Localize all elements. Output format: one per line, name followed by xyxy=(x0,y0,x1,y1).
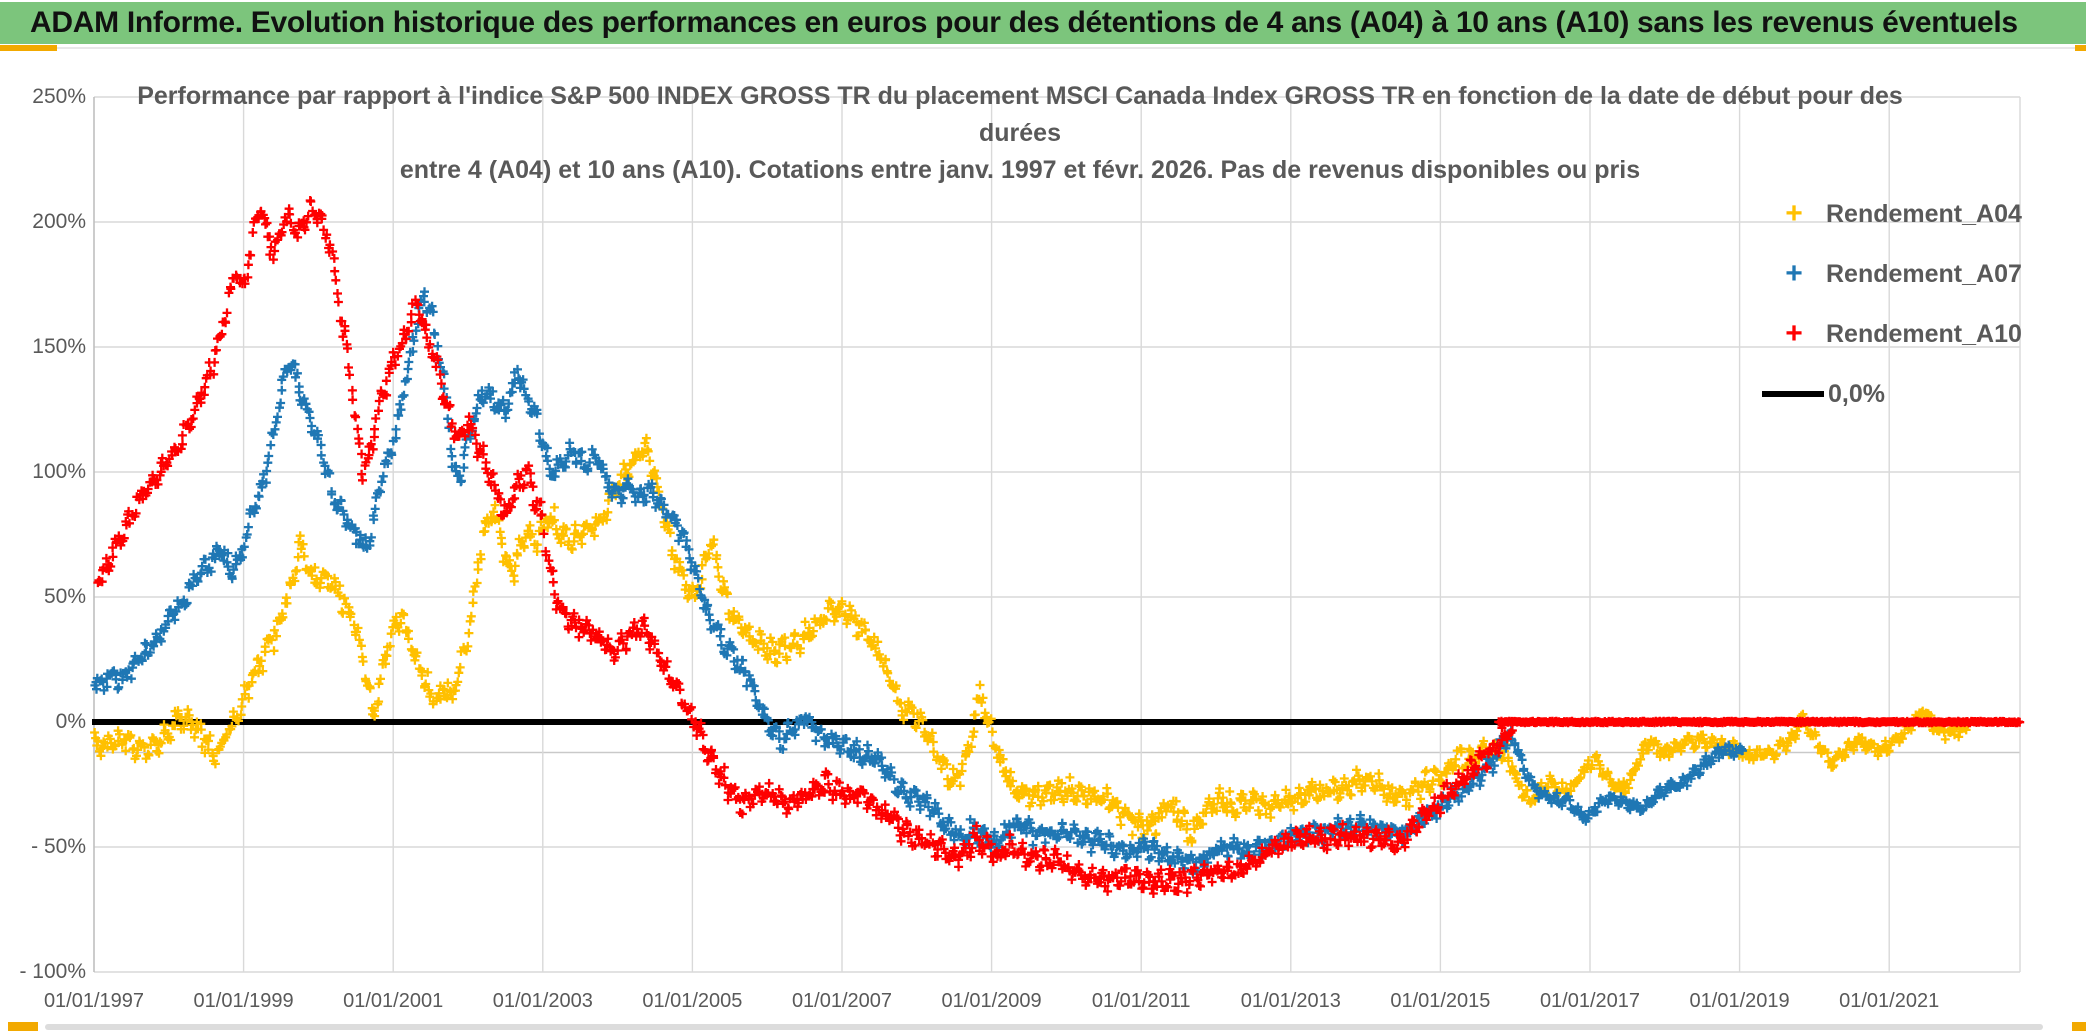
chart-title-line-3: entre 4 (A04) et 10 ans (A10). Cotations… xyxy=(399,156,1641,184)
chart-legend: + Rendement_A04 + Rendement_A07 + Rendem… xyxy=(1762,184,2062,424)
x-axis-tick-label: 01/01/2015 xyxy=(1390,990,1491,1012)
zero-line-icon xyxy=(1762,391,1824,397)
y-axis-tick-label: 150% xyxy=(32,335,86,358)
plus-marker-icon: + xyxy=(1785,197,1803,230)
report-title: ADAM Informe. Evolution historique des p… xyxy=(30,6,2018,39)
chart-title: Performance par rapport à l'indice S&P 5… xyxy=(120,78,1920,189)
frame-accent-top-right xyxy=(2075,45,2086,51)
legend-label: Rendement_A04 xyxy=(1826,199,2022,228)
y-axis-tick-label: - 50% xyxy=(31,835,86,858)
horizontal-scrollbar[interactable] xyxy=(45,1024,2043,1030)
y-axis-tick-label: 0% xyxy=(55,710,86,733)
x-axis-tick-label: 01/01/2005 xyxy=(642,990,743,1012)
y-axis-tick-label: 50% xyxy=(43,585,86,608)
x-axis-tick-label: 01/01/2017 xyxy=(1539,990,1641,1012)
report-header-banner: ADAM Informe. Evolution historique des p… xyxy=(0,2,2086,44)
x-axis-tick-label: 01/01/2019 xyxy=(1689,990,1790,1012)
legend-label: 0,0% xyxy=(1828,379,1885,408)
x-axis-tick-label: 01/01/1999 xyxy=(193,990,294,1012)
plus-marker-icon: + xyxy=(1785,257,1803,290)
legend-item-zero-line[interactable]: 0,0% xyxy=(1762,364,2062,424)
legend-label: Rendement_A10 xyxy=(1826,319,2022,348)
y-axis-tick-label: 250% xyxy=(32,85,86,108)
x-axis-tick-label: 01/01/2021 xyxy=(1839,990,1940,1012)
x-axis-tick-label: 01/01/2011 xyxy=(1091,990,1191,1012)
x-axis-tick-label: 01/01/2009 xyxy=(941,990,1042,1012)
legend-item-rendement-a07[interactable]: + Rendement_A07 xyxy=(1762,244,2062,304)
frame-accent-top-left xyxy=(0,45,57,51)
legend-label: Rendement_A07 xyxy=(1826,259,2022,288)
header-separator xyxy=(57,47,2075,49)
x-axis-tick-label: 01/01/2003 xyxy=(492,990,593,1012)
x-axis-tick-label: 01/01/2001 xyxy=(343,990,444,1012)
chart-title-line-1: Performance par rapport à l'indice S&P 5… xyxy=(137,82,1903,110)
frame-accent-bottom-left xyxy=(8,1022,38,1031)
x-axis-tick-label: 01/01/1997 xyxy=(43,990,145,1012)
plus-marker-icon: + xyxy=(1785,317,1803,350)
x-axis-tick-label: 01/01/2007 xyxy=(791,990,893,1012)
y-axis-tick-label: 100% xyxy=(32,460,86,483)
legend-item-rendement-a04[interactable]: + Rendement_A04 xyxy=(1762,184,2062,244)
y-axis-tick-label: - 100% xyxy=(19,960,86,983)
frame-accent-bottom-right xyxy=(2072,1022,2086,1031)
legend-item-rendement-a10[interactable]: + Rendement_A10 xyxy=(1762,304,2062,364)
y-axis-tick-label: 200% xyxy=(32,210,86,233)
chart-title-line-2: durées xyxy=(979,119,1061,147)
x-axis-tick-label: 01/01/2013 xyxy=(1240,990,1341,1012)
